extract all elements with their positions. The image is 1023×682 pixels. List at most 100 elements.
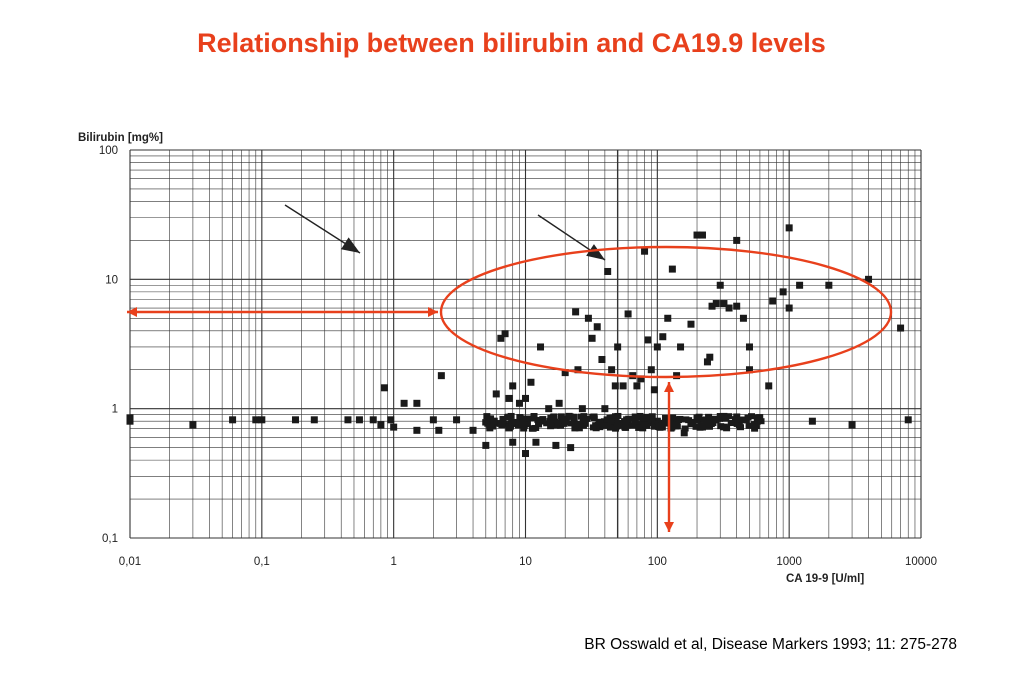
data-point bbox=[692, 423, 700, 430]
data-point bbox=[588, 334, 596, 342]
x-axis-label: CA 19-9 [U/ml] bbox=[786, 573, 864, 585]
data-point bbox=[666, 420, 674, 427]
data-point bbox=[519, 421, 527, 428]
data-point bbox=[712, 300, 720, 308]
data-point bbox=[504, 414, 512, 421]
data-point bbox=[310, 416, 318, 424]
data-point bbox=[716, 413, 724, 420]
data-point bbox=[535, 421, 543, 428]
data-point bbox=[560, 417, 568, 424]
data-point bbox=[641, 421, 649, 428]
data-point bbox=[554, 419, 562, 426]
data-point bbox=[732, 416, 740, 423]
data-point bbox=[653, 343, 661, 351]
arrow-left-head bbox=[341, 237, 360, 253]
data-point bbox=[509, 382, 517, 390]
data-point bbox=[904, 416, 912, 424]
data-point bbox=[739, 314, 747, 322]
data-point bbox=[229, 416, 237, 424]
data-point bbox=[769, 297, 777, 305]
data-point bbox=[578, 405, 586, 413]
data-point bbox=[482, 441, 490, 449]
data-point bbox=[435, 426, 443, 434]
data-point bbox=[662, 414, 670, 421]
data-point bbox=[527, 378, 535, 386]
data-point bbox=[708, 302, 716, 310]
data-point bbox=[291, 416, 299, 424]
y-tick-label: 10 bbox=[105, 274, 118, 286]
data-point bbox=[640, 415, 648, 422]
data-point bbox=[369, 416, 377, 424]
data-point bbox=[727, 420, 735, 427]
citation: BR Osswald et al, Disease Markers 1993; … bbox=[584, 636, 957, 653]
data-point bbox=[631, 418, 639, 425]
data-point bbox=[492, 390, 500, 398]
data-point bbox=[675, 416, 683, 423]
data-point bbox=[664, 314, 672, 322]
data-point bbox=[509, 438, 517, 446]
data-point bbox=[650, 423, 658, 430]
data-point bbox=[525, 415, 533, 422]
data-point bbox=[523, 421, 531, 428]
data-point bbox=[635, 424, 643, 431]
y-tick-label: 1 bbox=[112, 404, 118, 416]
data-point bbox=[574, 366, 582, 374]
data-point bbox=[634, 421, 642, 428]
data-point bbox=[612, 425, 620, 432]
data-point bbox=[825, 281, 833, 289]
data-point bbox=[716, 281, 724, 289]
data-point bbox=[400, 399, 408, 407]
data-point bbox=[377, 421, 385, 429]
data-point bbox=[742, 417, 750, 424]
arrow-right-head bbox=[586, 244, 605, 260]
annotations bbox=[127, 204, 893, 532]
data-point bbox=[552, 441, 560, 449]
x-tick-label: 10000 bbox=[905, 556, 937, 568]
data-point bbox=[693, 231, 701, 239]
data-point bbox=[592, 422, 600, 429]
data-point bbox=[590, 415, 598, 422]
data-points bbox=[126, 224, 912, 458]
data-point bbox=[737, 424, 745, 431]
data-point bbox=[519, 416, 527, 423]
data-point bbox=[413, 426, 421, 434]
data-point bbox=[532, 438, 540, 446]
data-point bbox=[677, 343, 685, 351]
data-point bbox=[390, 423, 398, 431]
data-point bbox=[550, 416, 558, 423]
data-point bbox=[644, 336, 652, 344]
data-point bbox=[720, 424, 728, 431]
data-point bbox=[669, 414, 677, 421]
data-point bbox=[600, 422, 608, 429]
data-point bbox=[779, 288, 787, 296]
chart-grid bbox=[129, 149, 922, 539]
data-point bbox=[765, 382, 773, 390]
data-point bbox=[505, 394, 513, 402]
data-point bbox=[453, 416, 461, 424]
data-point bbox=[725, 304, 733, 312]
data-point bbox=[252, 416, 260, 424]
data-point bbox=[667, 425, 675, 432]
y-tick-label: 0,1 bbox=[102, 533, 118, 545]
data-point bbox=[703, 416, 711, 423]
data-point bbox=[733, 302, 741, 310]
data-point bbox=[486, 425, 494, 432]
data-point bbox=[505, 423, 513, 430]
data-point bbox=[530, 415, 538, 422]
data-point bbox=[619, 382, 627, 390]
data-point bbox=[576, 421, 584, 428]
data-point bbox=[607, 418, 615, 425]
data-point bbox=[603, 416, 611, 423]
data-point bbox=[555, 399, 563, 407]
data-point bbox=[437, 372, 445, 380]
data-point bbox=[501, 330, 509, 338]
data-point bbox=[720, 300, 728, 308]
data-point bbox=[189, 421, 197, 429]
data-point bbox=[557, 413, 565, 420]
data-point bbox=[733, 420, 741, 427]
data-point bbox=[520, 425, 528, 432]
data-point bbox=[522, 394, 529, 402]
x-tick-label: 0,01 bbox=[119, 556, 141, 568]
data-point bbox=[539, 416, 547, 423]
data-point bbox=[534, 416, 542, 423]
